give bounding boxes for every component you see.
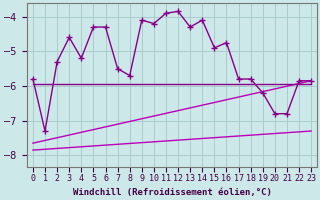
X-axis label: Windchill (Refroidissement éolien,°C): Windchill (Refroidissement éolien,°C) — [73, 188, 271, 197]
